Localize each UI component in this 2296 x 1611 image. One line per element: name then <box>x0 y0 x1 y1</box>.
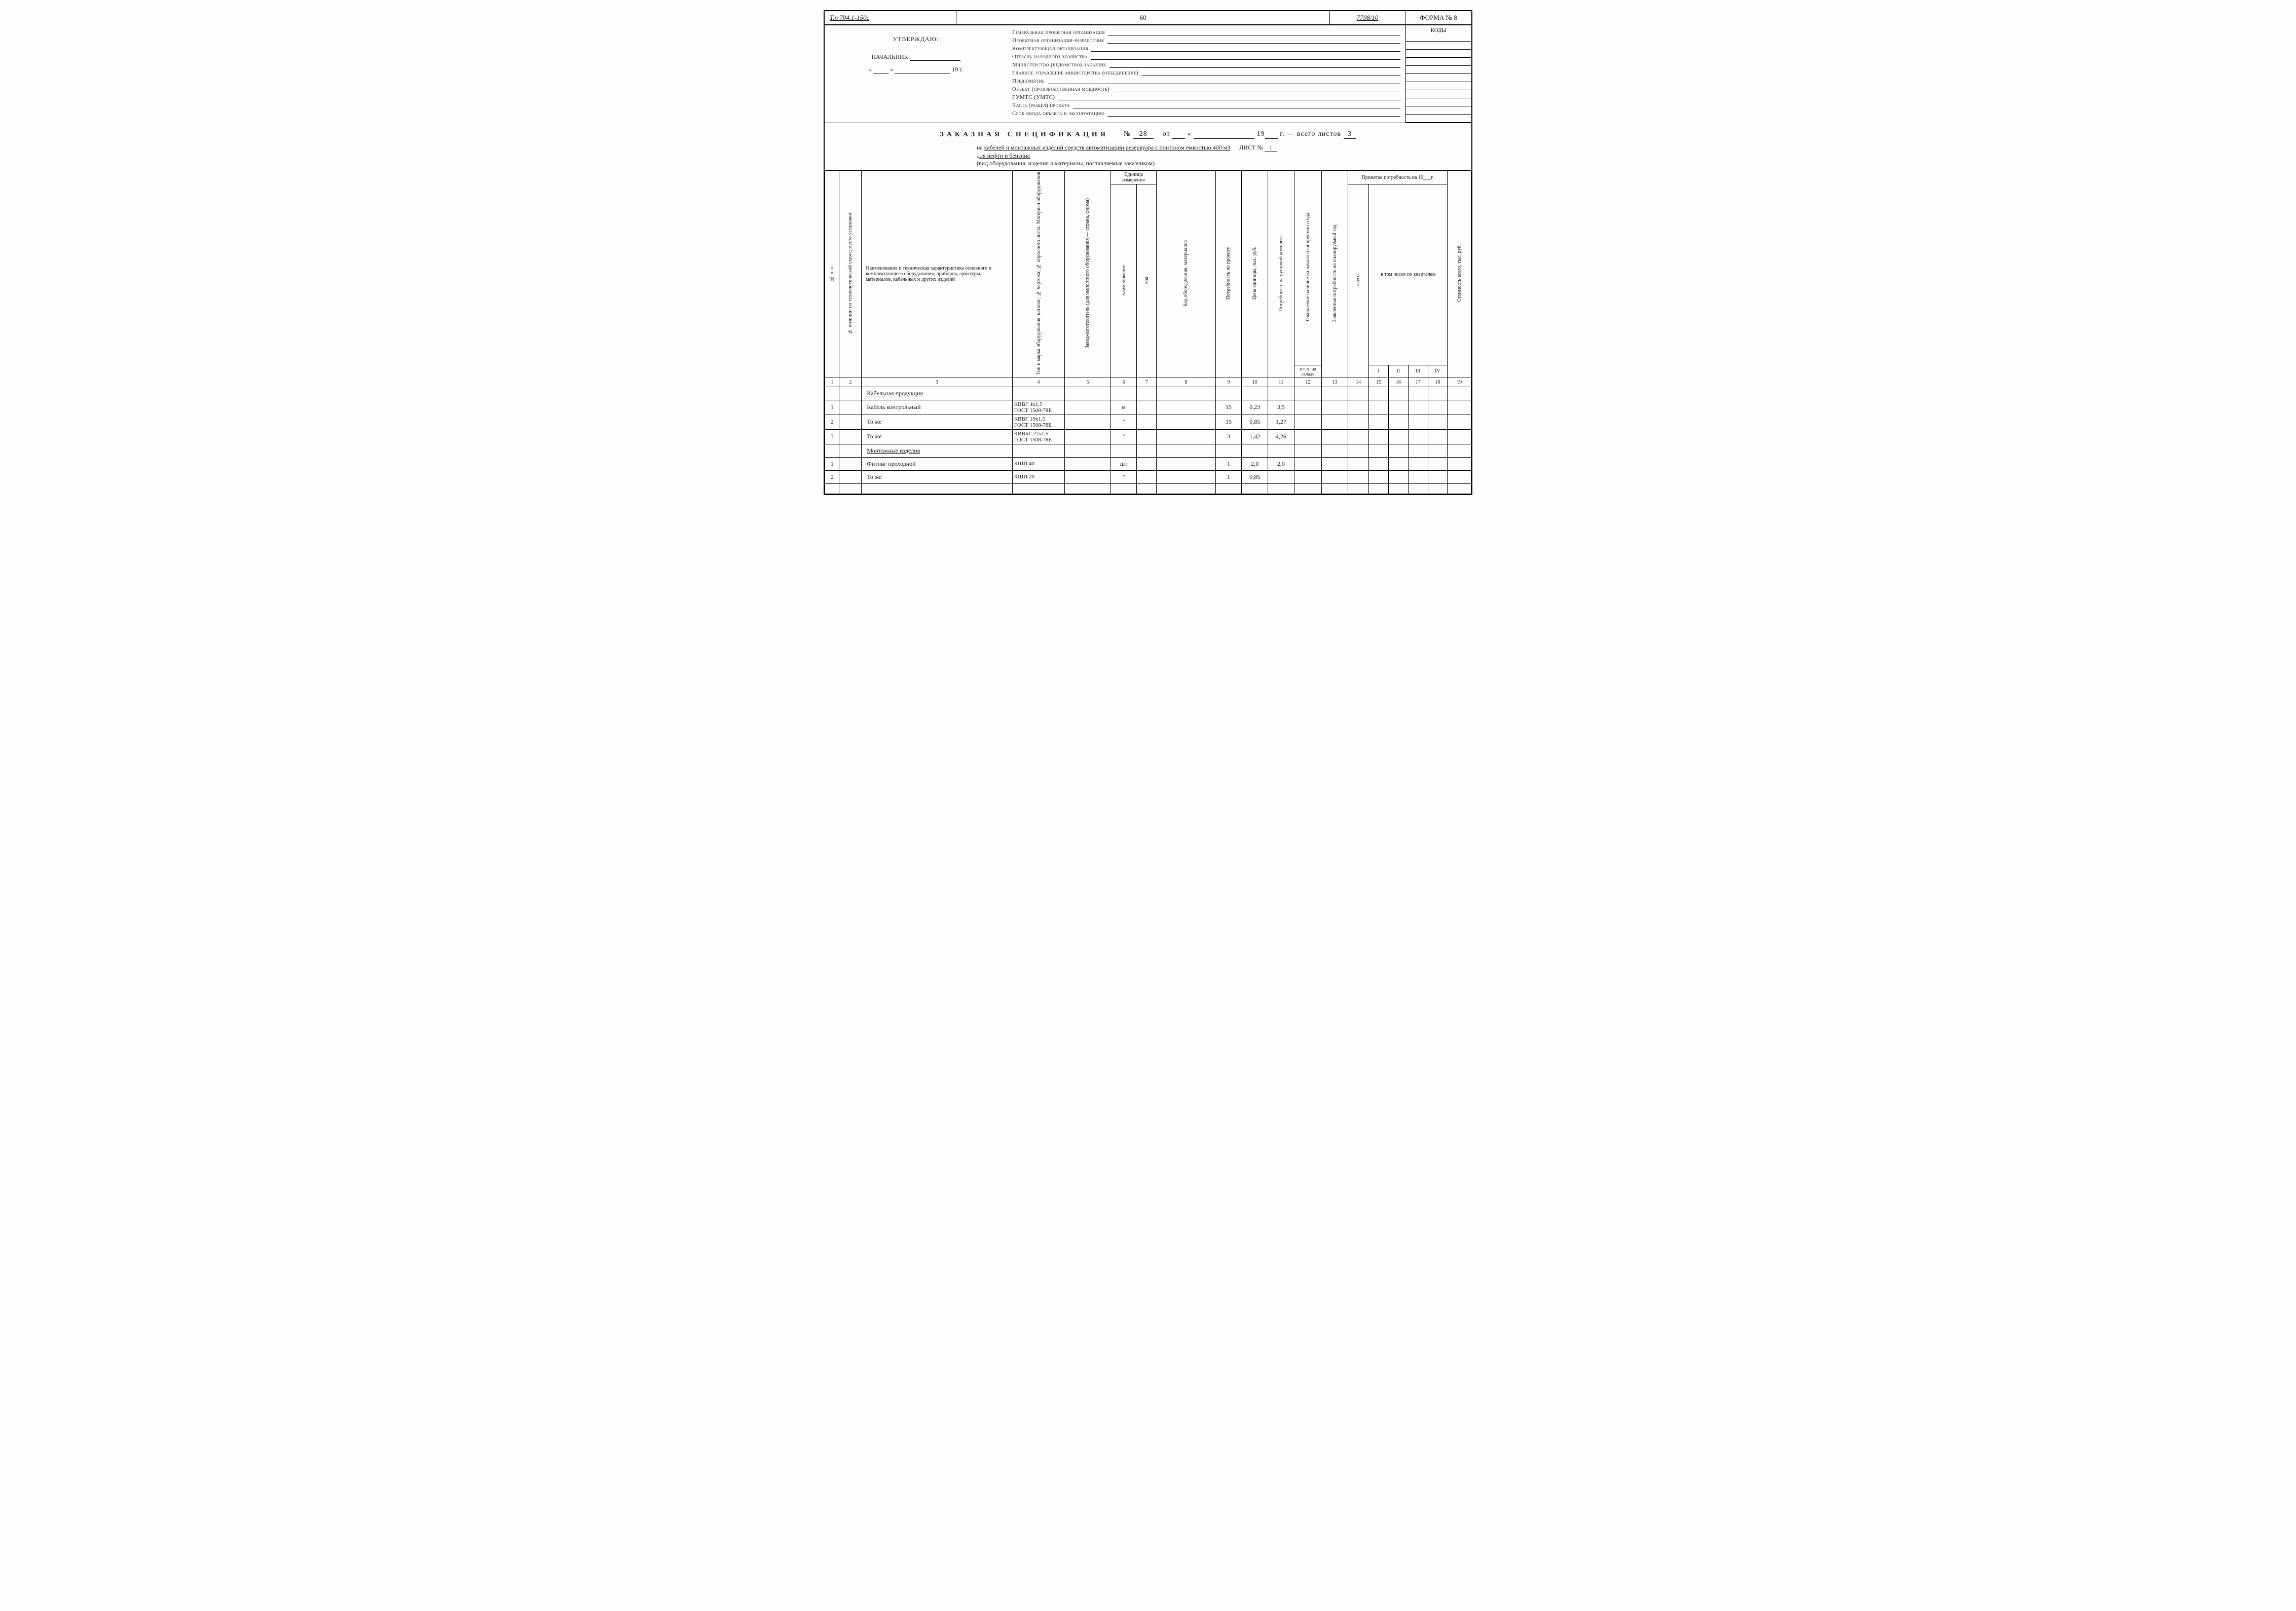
col-4-header: Тип и марка обору­дования; каталог; № че… <box>1036 172 1042 375</box>
table-body: Кабельная продукция1Кабель контрольныйКВ… <box>825 387 1471 494</box>
col-19-header: Стоимость всего, тыс. руб. <box>1457 244 1462 302</box>
day-blank <box>873 67 888 73</box>
code-cell <box>1406 98 1471 106</box>
org-line: Министерство (ведомство)-заказчик <box>1012 62 1400 68</box>
table-row <box>825 483 1471 494</box>
table-row: 2То жеКВВГ 19x1,5 ГОСТ 1508-78Е"150,851,… <box>825 415 1471 429</box>
col-17-header: III <box>1408 365 1428 378</box>
col-14-header: всего <box>1355 257 1361 303</box>
org-line: Проектная организация-разработчик <box>1012 38 1400 44</box>
code-cell <box>1406 90 1471 98</box>
org-line: Часть (раздел) проекта <box>1012 102 1400 108</box>
top-bar: Т.п 704.1-150с 60 7798/10 ФОРМА № 8 <box>825 11 1471 25</box>
spec-table: № п. п. № позиции по тех­нологической сх… <box>825 170 1471 494</box>
project-code: Т.п 704.1-150с <box>825 11 956 24</box>
code-cell <box>1406 74 1471 82</box>
col-18-header: IV <box>1428 365 1448 378</box>
approve-title: УТВЕРЖДАЮ: <box>835 35 997 43</box>
date-line: « » 19 г. <box>835 66 997 73</box>
subject-line: на кабелей и монтажных изделий средств а… <box>835 144 1461 152</box>
col-1-header: № п. п. <box>829 250 835 296</box>
header-block: УТВЕРЖДАЮ: НАЧАЛЬНИК « » 19 г. Генеральн… <box>825 25 1471 123</box>
page-number: 60 <box>956 14 1329 22</box>
col-12a-header: Ожидаемое на­личие на начало планируемог… <box>1305 213 1311 321</box>
spec-title-line: ЗАКАЗНАЯ СПЕЦИФИКАЦИЯ № 28 от « 19 г. — … <box>835 130 1461 139</box>
from-month <box>1194 130 1254 139</box>
subject-text: кабелей и монтажных изделий средств авто… <box>984 144 1230 151</box>
org-line: Объект (производственная мощность) <box>1012 86 1400 92</box>
spec-number: 28 <box>1133 130 1154 139</box>
col-11-header: Потребность на пусковой комплекс <box>1278 235 1284 312</box>
spec-number-group: № 28 от « 19 г. — всего листов 3 <box>1124 130 1356 139</box>
code-cell <box>1406 33 1471 42</box>
code-cell <box>1406 82 1471 90</box>
year-suffix: 19 г. <box>952 66 963 73</box>
col-10-header: Цена единицы, тыс. руб. <box>1252 247 1257 299</box>
doc-number: 7798/10 <box>1329 11 1405 24</box>
table-row: 3То жеКВВБГ 27x1,5 ГОСТ 1508-78Е"31,424,… <box>825 429 1471 444</box>
spec-title-block: ЗАКАЗНАЯ СПЕЦИФИКАЦИЯ № 28 от « 19 г. — … <box>825 123 1471 170</box>
code-cell <box>1406 66 1471 74</box>
org-line: Главное управление министерства (объедин… <box>1012 70 1400 76</box>
table-row: 1Кабель контрольныйКВВГ 4x1,5 ГОСТ 1508-… <box>825 400 1471 415</box>
col-15-header: I <box>1369 365 1389 378</box>
from-day <box>1172 130 1185 139</box>
table-row: 2То жеКШП 20"10,85 <box>825 470 1471 483</box>
org-line: Отрасль народного хозяйства <box>1012 54 1400 60</box>
col-unit-group: Единица измерения <box>1110 171 1157 184</box>
table-head: № п. п. № позиции по тех­нологической сх… <box>825 171 1471 387</box>
code-cell <box>1406 58 1471 66</box>
col-13-header: Заявленная потреб­ность на планиру­емый … <box>1332 224 1338 322</box>
form-sheet: Т.п 704.1-150с 60 7798/10 ФОРМА № 8 УТВЕ… <box>824 10 1472 495</box>
code-cell <box>1406 106 1471 115</box>
table-row: Монтажные изделия <box>825 444 1471 457</box>
col-14-group: Принятая потребность на 19___г. <box>1348 171 1448 184</box>
sheet-no: 1 <box>1265 144 1277 152</box>
org-line: Генеральная проектная организация <box>1012 29 1400 35</box>
subject-note: (вид оборудования, изделия и материалы, … <box>835 160 1461 167</box>
org-line: Предприятие <box>1012 78 1400 84</box>
org-line: Комплектующая организация <box>1012 46 1400 52</box>
total-sheets: 3 <box>1344 130 1356 139</box>
org-line: ГУМТС (УМТС) <box>1012 94 1400 100</box>
org-line: Срок ввода объекта в эксплуатацию <box>1012 110 1400 117</box>
chief-label: НАЧАЛЬНИК <box>871 53 908 60</box>
table-row: Кабельная продукция <box>825 387 1471 400</box>
month-blank <box>895 67 950 73</box>
chief-line: НАЧАЛЬНИК <box>835 53 997 61</box>
column-number-row: 1 2 3 4 5 6 7 8 9 10 11 12 13 14 15 16 1… <box>825 378 1471 387</box>
approve-block: УТВЕРЖДАЮ: НАЧАЛЬНИК « » 19 г. <box>825 25 1007 123</box>
chief-blank <box>910 55 960 61</box>
col-3-header: Наименование и техническая характеристик… <box>862 171 1012 378</box>
org-lines: Генеральная проектная организация Проект… <box>1007 25 1405 123</box>
col-9-header: Потребность по проекту <box>1226 247 1231 299</box>
spec-title-main: ЗАКАЗНАЯ СПЕЦИФИКАЦИЯ <box>940 131 1108 139</box>
col-5-header: Завод-изготовитель (для импортного обору… <box>1085 198 1090 349</box>
col-12b-header: в т. ч. на складе <box>1294 365 1321 378</box>
code-cell <box>1406 50 1471 58</box>
subject-line-2: для нефти и бензина <box>835 152 1461 160</box>
form-label: ФОРМА № 8 <box>1405 14 1471 22</box>
codes-column: КОДЫ <box>1405 25 1471 123</box>
col-quarters-group: в том числе по кварталам <box>1369 184 1448 365</box>
code-cell <box>1406 115 1471 123</box>
col-6-header: наименование <box>1121 257 1127 303</box>
col-2-header: № позиции по тех­нологической схеме; мес… <box>847 213 853 334</box>
col-7-header: код <box>1144 257 1150 303</box>
codes-label: КОДЫ <box>1406 27 1471 33</box>
col-16-header: II <box>1388 365 1408 378</box>
code-cell <box>1406 42 1471 50</box>
table-row: 1Фитинг проходнойКШП 40шт12,02,0 <box>825 457 1471 470</box>
col-8-header: Код оборудования, материалов <box>1183 240 1189 307</box>
